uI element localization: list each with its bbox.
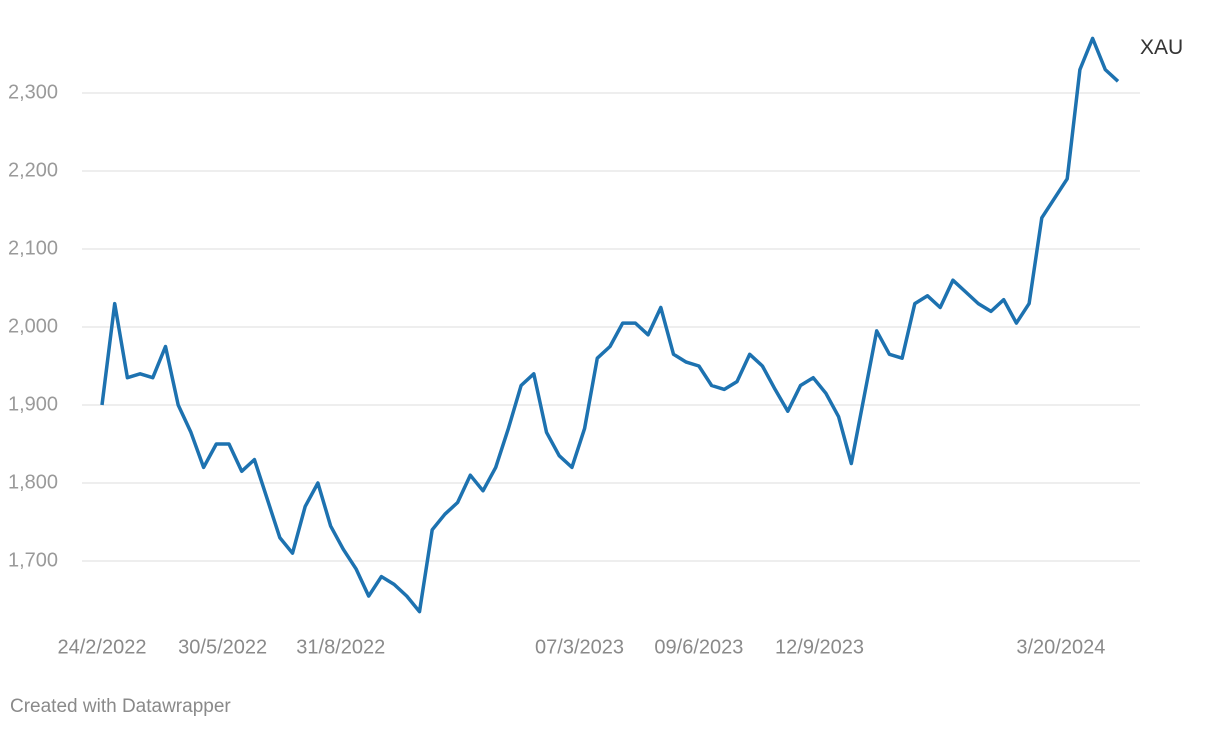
y-tick-label: 2,200 (8, 159, 58, 181)
y-tick-label: 1,700 (8, 549, 58, 571)
line (100, 36, 1120, 614)
x-tick-label: 09/6/2023 (654, 636, 743, 658)
x-tick-label: 24/2/2022 (58, 636, 147, 658)
y-tick-label: 2,000 (8, 315, 58, 337)
x-tick-label: 31/8/2022 (296, 636, 385, 658)
x-tick-label: 3/20/2024 (1016, 636, 1105, 658)
x-tick-label: 30/5/2022 (178, 636, 267, 658)
y-tick-label: 2,100 (8, 237, 58, 259)
x-tick-label: 12/9/2023 (775, 636, 864, 658)
y-tick-label: 1,900 (8, 393, 58, 415)
x-tick-label: 07/3/2023 (535, 636, 624, 658)
y-tick-label: 2,300 (8, 81, 58, 103)
footer: Created with Datawrapper (10, 696, 231, 717)
series-label: XAU (1140, 36, 1183, 59)
y-tick-label: 1,800 (8, 471, 58, 493)
